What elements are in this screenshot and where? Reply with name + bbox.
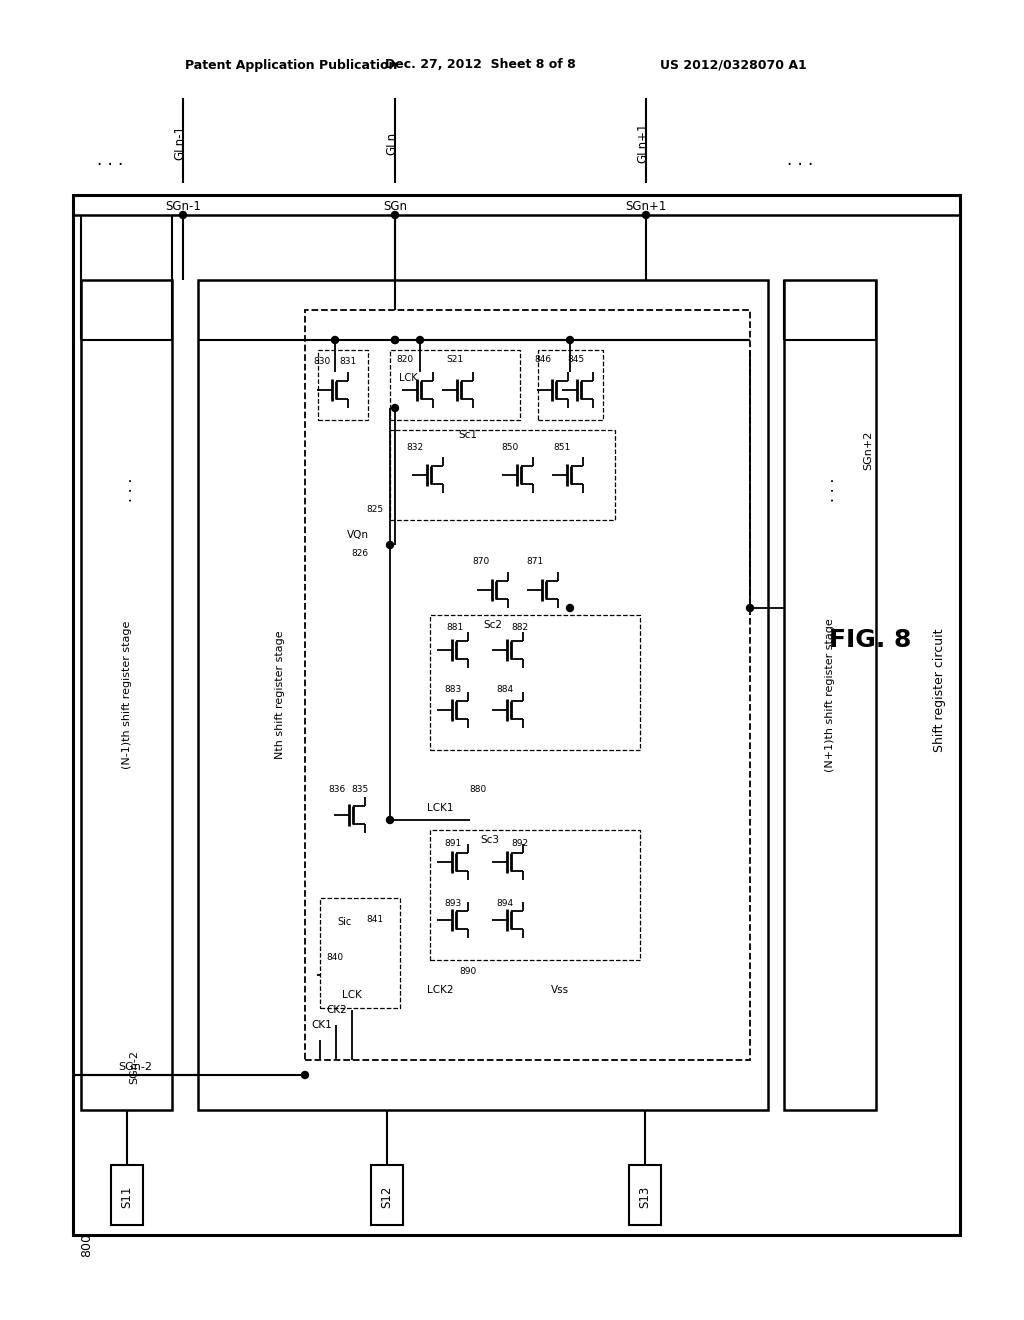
Text: LCK: LCK (342, 990, 361, 1001)
Circle shape (391, 404, 398, 412)
Circle shape (179, 211, 186, 219)
Bar (390, 430, 615, 520)
Text: S12: S12 (381, 1185, 393, 1208)
Bar (371, 1166, 403, 1225)
Text: SGn+2: SGn+2 (863, 430, 873, 470)
Bar (390, 350, 520, 420)
Text: 840: 840 (327, 953, 344, 962)
Text: 891: 891 (444, 838, 462, 847)
Text: SGn+1: SGn+1 (626, 201, 667, 214)
Text: 836: 836 (329, 785, 346, 795)
Text: . . .: . . . (822, 478, 838, 502)
Text: 881: 881 (446, 623, 464, 632)
Text: LCK1: LCK1 (427, 803, 454, 813)
Text: 890: 890 (460, 968, 476, 977)
Text: 825: 825 (367, 506, 384, 515)
Text: Sc3: Sc3 (480, 836, 500, 845)
Circle shape (301, 1072, 308, 1078)
Circle shape (417, 337, 424, 343)
Circle shape (566, 337, 573, 343)
Circle shape (746, 605, 754, 611)
Text: Dec. 27, 2012  Sheet 8 of 8: Dec. 27, 2012 Sheet 8 of 8 (385, 58, 575, 71)
Bar (73, 195, 961, 1236)
Text: SGn-2: SGn-2 (129, 1049, 139, 1084)
Text: SGn-2: SGn-2 (118, 1063, 152, 1072)
Bar (111, 1166, 143, 1225)
Text: (N-1)th shift register stage: (N-1)th shift register stage (122, 620, 132, 770)
Text: S21: S21 (446, 355, 464, 364)
Text: Patent Application Publication: Patent Application Publication (185, 58, 397, 71)
Text: VQn: VQn (347, 531, 369, 540)
Circle shape (332, 337, 339, 343)
Circle shape (391, 211, 398, 219)
Text: 880: 880 (469, 785, 486, 795)
Text: 894: 894 (497, 899, 514, 908)
Bar (319, 898, 400, 1008)
Text: 841: 841 (367, 916, 384, 924)
Bar (629, 1166, 662, 1225)
Text: 892: 892 (511, 838, 528, 847)
Bar (538, 350, 603, 420)
Text: . . .: . . . (786, 150, 813, 169)
Text: CK1: CK1 (311, 1020, 333, 1030)
Text: 893: 893 (444, 899, 462, 908)
Text: Sc2: Sc2 (483, 620, 503, 630)
Bar (305, 310, 750, 1060)
Text: Shift register circuit: Shift register circuit (934, 628, 946, 752)
Text: 882: 882 (511, 623, 528, 632)
Text: GLn-1: GLn-1 (173, 125, 186, 161)
Text: . . .: . . . (120, 478, 134, 502)
Text: . . .: . . . (97, 150, 123, 169)
Bar (198, 280, 768, 1110)
Circle shape (386, 541, 393, 549)
Text: 870: 870 (472, 557, 489, 566)
Text: 850: 850 (502, 442, 518, 451)
Text: 800: 800 (80, 1233, 93, 1257)
Text: (N+1)th shift register stage: (N+1)th shift register stage (825, 618, 835, 772)
Text: SGn: SGn (383, 201, 407, 214)
Text: Nth shift register stage: Nth shift register stage (275, 631, 285, 759)
Bar (784, 280, 876, 1110)
Bar (318, 350, 368, 420)
Text: Sic: Sic (338, 917, 352, 927)
Text: GLn: GLn (385, 132, 398, 154)
Text: SGn-1: SGn-1 (165, 201, 201, 214)
Text: Vss: Vss (551, 985, 569, 995)
Text: Sc1: Sc1 (459, 430, 477, 440)
Circle shape (386, 817, 393, 824)
Text: CK2: CK2 (327, 1005, 347, 1015)
Text: 871: 871 (526, 557, 544, 566)
Text: GLn+1: GLn+1 (637, 123, 649, 164)
Text: 884: 884 (497, 685, 514, 694)
Text: 826: 826 (351, 549, 369, 557)
Text: 851: 851 (553, 442, 570, 451)
Text: FIG. 8: FIG. 8 (828, 628, 911, 652)
Text: 832: 832 (407, 442, 424, 451)
Circle shape (391, 337, 398, 343)
Circle shape (642, 211, 649, 219)
Bar (430, 615, 640, 750)
Circle shape (566, 605, 573, 611)
Circle shape (391, 337, 398, 343)
Bar (81, 280, 172, 1110)
Text: S11: S11 (121, 1185, 133, 1208)
Text: 830: 830 (313, 358, 331, 367)
Text: 835: 835 (351, 785, 369, 795)
Text: 820: 820 (396, 355, 414, 364)
Text: 846: 846 (535, 355, 552, 364)
Text: 883: 883 (444, 685, 462, 694)
Bar (430, 830, 640, 960)
Text: US 2012/0328070 A1: US 2012/0328070 A1 (660, 58, 807, 71)
Text: S13: S13 (639, 1185, 651, 1208)
Text: 845: 845 (567, 355, 585, 364)
Text: LCK2: LCK2 (427, 985, 454, 995)
Text: 831: 831 (339, 358, 356, 367)
Text: LCK: LCK (398, 374, 418, 383)
